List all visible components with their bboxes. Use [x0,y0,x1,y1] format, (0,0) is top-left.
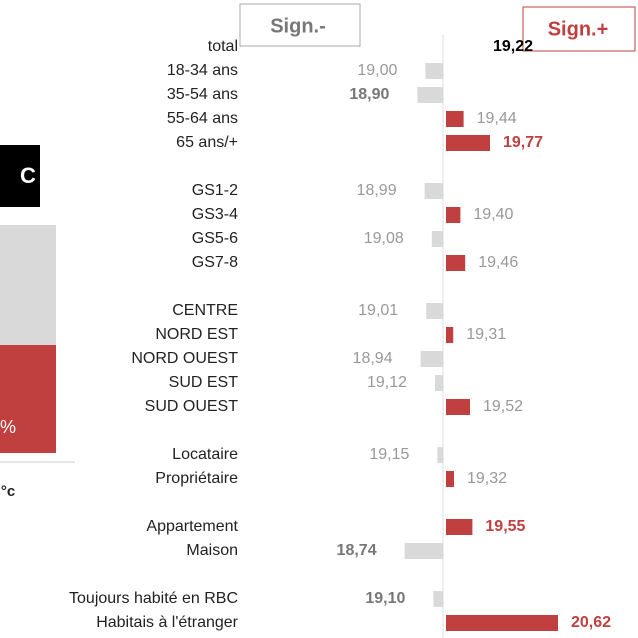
category-label: GS7-8 [192,254,238,271]
bar [446,135,490,151]
value-label: 18,94 [353,350,393,367]
category-label: Habitais à l'étranger [96,614,238,631]
panel-percent: % [0,417,16,437]
category-label: 35-54 ans [167,86,238,103]
value-label: 18,99 [357,182,397,199]
category-label: 55-64 ans [167,110,238,127]
legend-minus: Sign.- [270,15,326,37]
category-label: Maison [186,542,238,559]
bar [420,351,443,367]
value-label: 19,46 [478,254,518,271]
value-label: 19,32 [467,470,507,487]
category-label: 65 ans/+ [176,134,238,151]
value-label: 19,15 [369,446,409,463]
legend-box-plus [522,6,636,52]
value-label: 19,31 [466,326,506,343]
bar [446,255,466,271]
value-label: 19,01 [358,302,398,319]
value-label: 19,00 [357,62,397,79]
bar [417,87,443,103]
category-label: NORD EST [155,326,238,343]
bar [404,543,443,559]
bar [437,447,443,463]
category-label: Locataire [172,446,238,463]
category-label: GS1-2 [192,182,238,199]
bar [433,591,443,607]
value-label: 19,22 [493,38,533,55]
bar [431,231,443,247]
category-label: total [208,38,238,55]
bar [435,375,443,391]
badge-box [0,145,40,207]
bar [446,111,464,127]
value-label: 19,10 [365,590,405,607]
bar [446,327,454,343]
panel-grey [0,225,56,345]
category-label: SUD EST [169,374,239,391]
value-label: 19,44 [477,110,517,127]
value-label: 18,90 [349,86,389,103]
category-label: 18-34 ans [167,62,238,79]
category-label: CENTRE [172,302,238,319]
category-label: NORD OUEST [131,350,238,367]
value-label: 19,52 [483,398,523,415]
value-label: 19,55 [485,518,525,535]
bar [446,471,454,487]
category-label: Appartement [146,518,238,535]
value-label: 19,12 [367,374,407,391]
bar [425,63,443,79]
bar [446,615,558,631]
category-label: GS5-6 [192,230,238,247]
bar [426,303,443,319]
category-label: SUD OUEST [145,398,239,415]
value-label: 19,08 [364,230,404,247]
legend-box-minus [239,3,361,47]
legend-plus: Sign.+ [548,18,609,40]
bar [446,519,473,535]
value-label: 20,62 [571,614,611,631]
bar [424,183,443,199]
category-label: GS3-4 [192,206,238,223]
panel-red [0,345,56,453]
value-label: 18,74 [337,542,377,559]
category-label: Propriétaire [155,470,238,487]
category-label: Toujours habité en RBC [69,590,238,607]
bar [446,399,470,415]
badge-text: C [20,163,36,188]
bar [446,207,461,223]
value-label: 19,40 [473,206,513,223]
value-label: 19,77 [503,134,543,151]
panel-unit: °c [1,483,15,500]
